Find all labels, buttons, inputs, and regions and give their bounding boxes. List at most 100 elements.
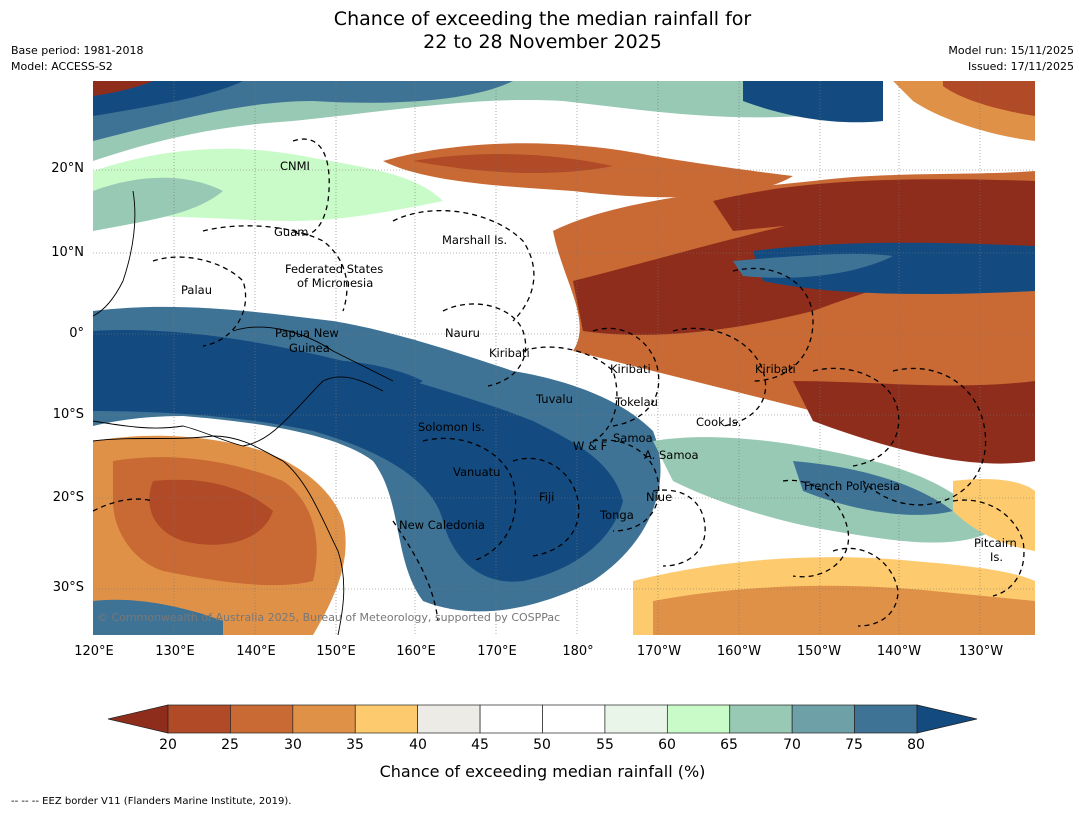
lat-tick-10n: 10°N [51,245,84,260]
colorbar-tick-60: 60 [658,737,676,753]
colorbar-tick-40: 40 [409,737,427,753]
colorbar-tick-30: 30 [284,737,302,753]
colorbar-cell [354,704,419,734]
chart-title: Chance of exceeding the median rainfall … [0,8,1085,54]
colorbar-tick-80: 80 [907,737,925,753]
region-darkblue-ne [743,81,883,123]
colorbar-cell [604,704,668,734]
label-cook: Cook Is. [696,415,741,429]
region-blue-east-edge [733,253,893,278]
lon-tick-160e: 160°E [396,644,436,659]
colorbar-cell [167,704,231,734]
meta-left: Base period: 1981-2018 Model: ACCESS-S2 [11,43,143,75]
label-vanuatu: Vanuatu [453,465,500,479]
colorbar-cell [479,704,543,734]
label-guam: Guam [274,225,308,239]
lat-tick-0: 0° [69,326,84,341]
region-red-corner [93,81,153,96]
label-tonga: Tonga [599,508,634,522]
label-kiribati-central: Kiribati [610,362,651,376]
label-palau: Palau [181,283,212,297]
colorbar-cell [417,704,481,734]
label-cnmi: CNMI [280,159,310,173]
lon-tick-120e: 120°E [74,644,114,659]
eez-footnote: -- -- -- EEZ border V11 (Flanders Marine… [11,796,292,807]
eez-borders [93,138,1025,627]
label-nauru: Nauru [445,326,480,340]
label-fsm-1: Federated States [285,262,383,276]
colorbar-tick-35: 35 [346,737,364,753]
issued-date: Issued: 17/11/2025 [967,60,1074,73]
colorbar-cell [666,704,731,734]
graticule [93,81,1035,635]
label-samoa: Samoa [613,431,653,445]
label-pitcairn-1: Pitcairn [974,536,1017,550]
title-line-2: 22 to 28 November 2025 [423,31,662,53]
colorbar-cells [107,704,978,734]
model-name: Model: ACCESS-S2 [11,60,113,73]
region-blue-se [793,461,953,515]
colorbar-tick-45: 45 [471,737,489,753]
map-frame: CNMI Guam Federated States of Micronesia… [93,81,1035,635]
region-darkred-australia [149,479,273,545]
label-wallis-futuna: W & F [573,439,607,453]
colorbar-extend-low [107,704,169,734]
region-darkblue-north [93,81,243,116]
colorbar-cell [292,704,356,734]
colorbar-cell [542,704,606,734]
label-kiribati-east: Kiribati [755,362,796,376]
label-png-2: Guinea [289,341,330,355]
label-marshall: Marshall Is. [442,233,507,247]
lon-tick-140w: 140°W [876,644,922,659]
lon-tick-140e: 140°E [236,644,276,659]
region-darkred-east-2 [713,179,1035,231]
colorbar-tick-75: 75 [845,737,863,753]
colorbar-tick-20: 20 [159,737,177,753]
lon-tick-160w: 160°W [716,644,762,659]
region-orange-se-corner [653,585,1035,635]
label-french-polynesia: French Polynesia [804,479,900,493]
coastlines [93,190,394,635]
region-red-ne [943,81,1035,116]
colorbar [107,704,978,734]
region-blue-sw-core [93,330,623,582]
label-tuvalu: Tuvalu [535,392,573,406]
label-png-1: Papua New [275,326,339,340]
region-red-streak [413,154,613,173]
colorbar-tick-25: 25 [221,737,239,753]
colorbar-tick-65: 65 [720,737,738,753]
lat-tick-30s: 30°S [52,580,84,595]
label-kiribati-west: Kiribati [489,346,530,360]
colorbar-cell [854,704,918,734]
label-american-samoa: A. Samoa [644,448,699,462]
rainfall-map: CNMI Guam Federated States of Micronesia… [93,81,1035,635]
lon-tick-150w: 150°W [796,644,842,659]
lon-tick-130w: 130°W [958,644,1004,659]
label-fiji: Fiji [539,490,554,504]
lon-tick-130e: 130°E [155,644,195,659]
lat-tick-20n: 20°N [51,161,84,176]
meta-right: Model run: 15/11/2025 Issued: 17/11/2025 [948,43,1074,75]
colorbar-cell [791,704,855,734]
label-niue: Niue [646,490,672,504]
colorbar-cell [230,704,294,734]
colorbar-label: Chance of exceeding median rainfall (%) [379,762,706,781]
colorbar-cell [729,704,793,734]
label-solomon: Solomon Is. [418,420,485,434]
colorbar-tick-70: 70 [783,737,801,753]
colorbar-tick-55: 55 [596,737,614,753]
lat-tick-20s: 20°S [52,490,84,505]
region-blue-tasman [93,599,223,635]
region-blue-png [273,359,423,398]
title-line-1: Chance of exceeding the median rainfall … [333,8,752,30]
lon-tick-170e: 170°E [477,644,517,659]
lat-tick-10s: 10°S [52,407,84,422]
colorbar-extend-high [916,704,978,734]
label-new-caledonia: New Caledonia [399,518,485,532]
colorbar-tick-50: 50 [533,737,551,753]
label-pitcairn-2: Is. [990,550,1003,564]
lon-tick-170w: 170°W [636,644,682,659]
copyright-notice: © Commonwealth of Australia 2025, Bureau… [97,611,560,624]
base-period: Base period: 1981-2018 [11,44,144,57]
model-run: Model run: 15/11/2025 [948,44,1074,57]
